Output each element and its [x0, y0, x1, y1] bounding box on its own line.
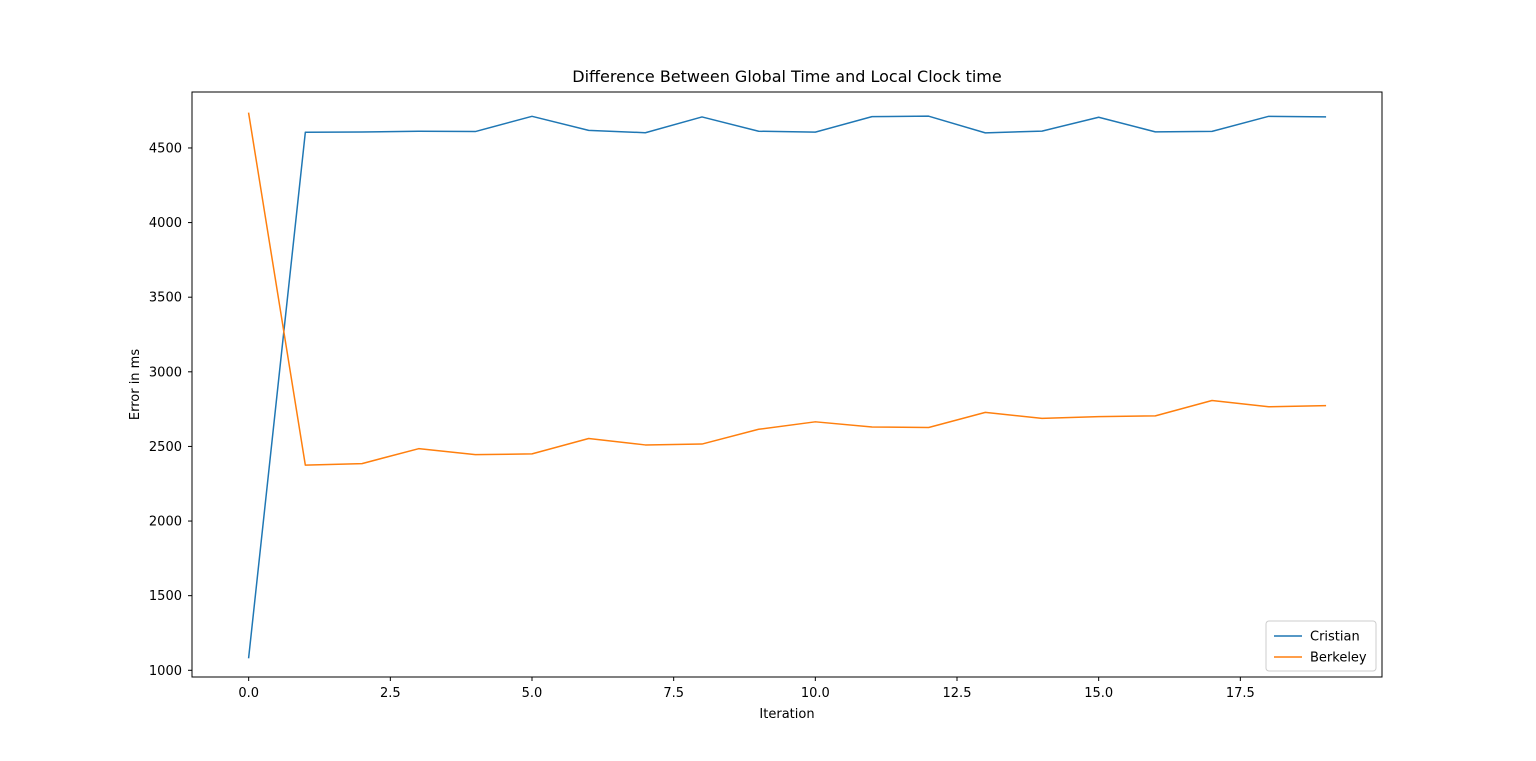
legend-label-cristian: Cristian: [1310, 630, 1360, 645]
x-tick-label: 7.5: [663, 686, 684, 701]
legend-box: [1265, 620, 1377, 672]
y-tick-label: 4500: [149, 141, 182, 156]
x-tick-label: 12.5: [943, 686, 972, 701]
series-layer: [247, 112, 1327, 659]
chart-title: Difference Between Global Time and Local…: [572, 67, 1001, 86]
x-tick-label: 2.5: [380, 686, 401, 701]
axes-frame: [191, 91, 1383, 678]
y-tick-label: 2500: [149, 440, 182, 455]
y-tick-label: 4000: [149, 216, 182, 231]
x-tick-label: 0.0: [238, 686, 259, 701]
y-tick-label: 1500: [149, 589, 182, 604]
x-axis-label: Iteration: [759, 707, 814, 722]
x-tick-label: 17.5: [1226, 686, 1255, 701]
y-axis-label: Error in ms: [128, 349, 143, 420]
plot-area: [191, 91, 1383, 678]
y-tick-label: 2000: [149, 515, 182, 530]
x-tick-label: 15.0: [1084, 686, 1113, 701]
x-tick-label: 5.0: [522, 686, 543, 701]
y-axis: 1000 1500 2000 2500 3000 3500 4000 4500: [149, 141, 192, 679]
y-tick-label: 1000: [149, 664, 182, 679]
y-tick-label: 3500: [149, 291, 182, 306]
x-tick-label: 10.0: [801, 686, 830, 701]
series-line-berkeley: [247, 112, 1327, 466]
legend-label-berkeley: Berkeley: [1310, 651, 1367, 666]
series-line-cristian: [247, 115, 1327, 659]
y-tick-label: 3000: [149, 365, 182, 380]
x-axis: 0.0 2.5 5.0 7.5 10.0 12.5 15.0 17.5: [238, 677, 1255, 701]
legend: Cristian Berkeley: [1265, 620, 1377, 672]
